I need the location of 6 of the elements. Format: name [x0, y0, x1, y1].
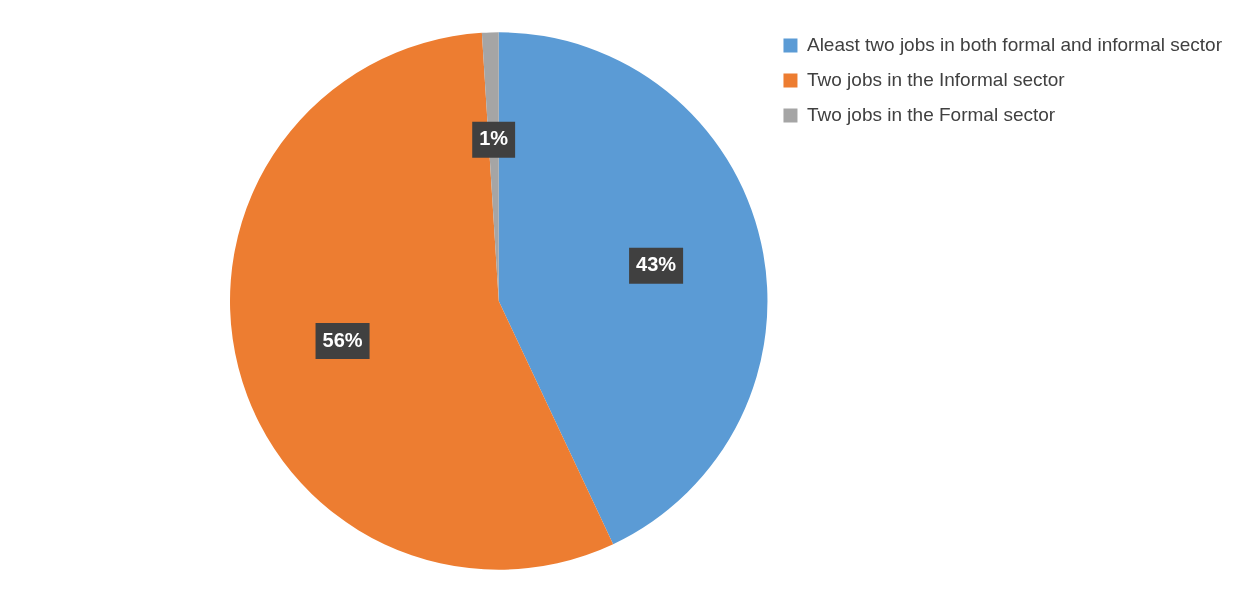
data-label: 56%	[322, 328, 363, 351]
data-label: 1%	[479, 127, 509, 150]
legend-label: Aleast two jobs in both formal and informal sector	[806, 33, 1223, 55]
legend-label: Two jobs in the Formal sector	[806, 103, 1056, 125]
legend-label: Two jobs in the Informal sector	[806, 68, 1066, 90]
data-label: 43%	[636, 253, 677, 276]
